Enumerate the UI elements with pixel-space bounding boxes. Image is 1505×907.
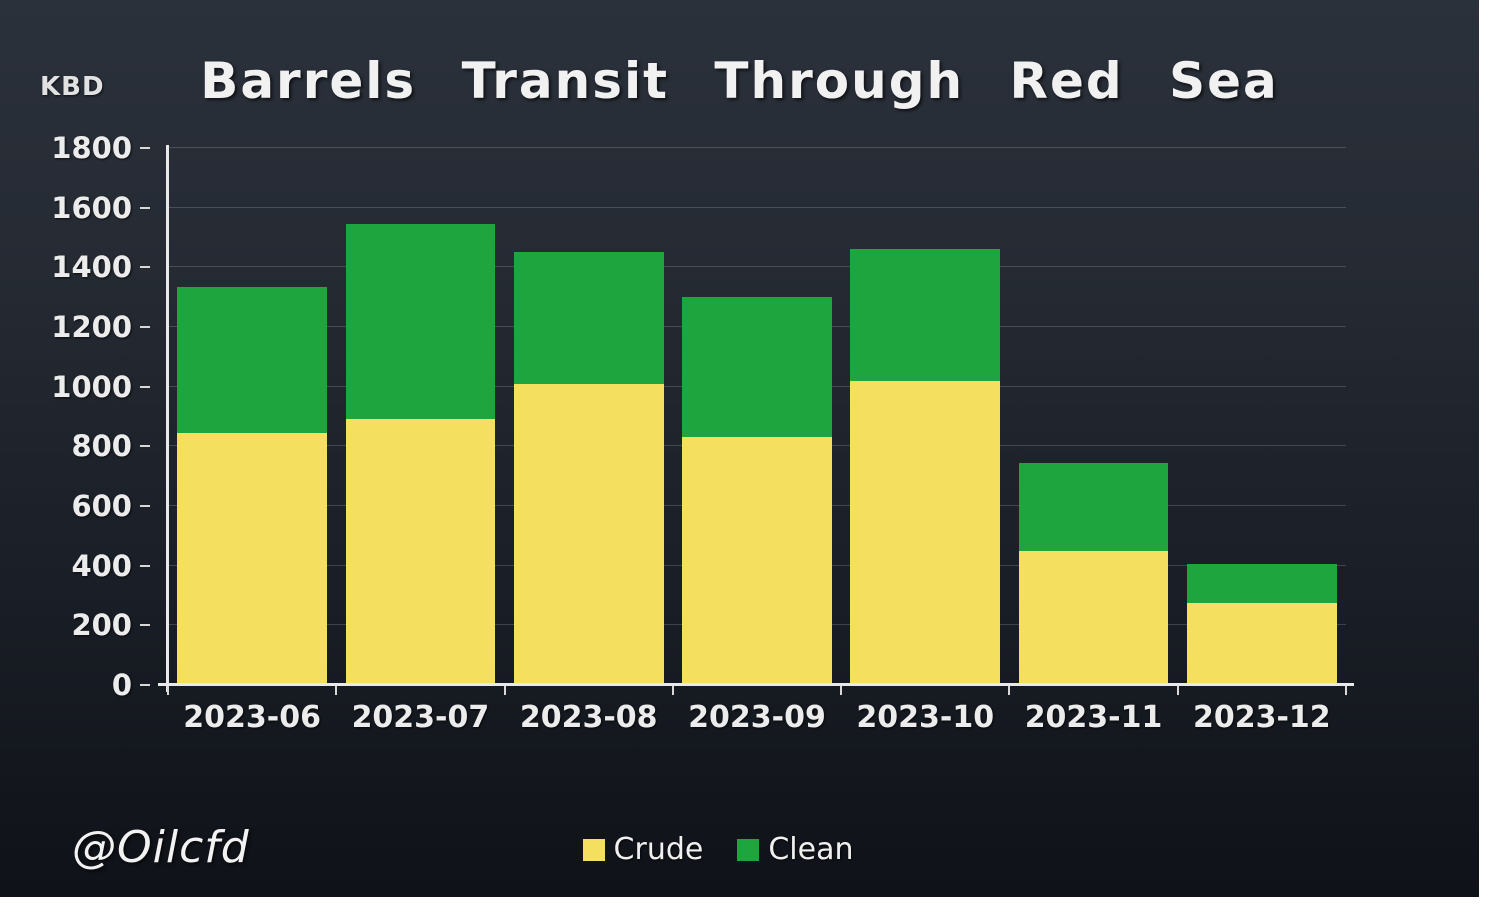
y-tick-label: 1000 <box>51 369 132 404</box>
x-tick-mark <box>503 686 506 695</box>
x-tick-mark <box>1345 686 1347 695</box>
bar-segment-clean <box>177 286 328 433</box>
bar-segment-clean <box>1018 462 1169 551</box>
bar-segment-clean <box>345 224 496 420</box>
y-tick-label: 1800 <box>51 131 132 165</box>
bar-stack <box>1018 462 1169 685</box>
x-tick-mark <box>167 686 169 695</box>
x-tick-mark <box>1008 686 1011 695</box>
bar-slot-2023-06 <box>168 148 336 685</box>
x-tick-label: 2023-06 <box>183 700 321 735</box>
bar-segment-clean <box>1186 564 1337 603</box>
bar-segment-clean <box>682 297 832 438</box>
x-axis-labels: 2023-06 2023-07 2023-08 2023-09 2023-10 2023-… <box>168 700 1346 735</box>
chart-canvas: KBD Barrels Transit Through Red Sea 0 200… <box>0 0 1479 897</box>
legend-swatch-clean <box>737 838 760 861</box>
y-tick-mark <box>140 266 150 269</box>
x-tick-label: 2023-08 <box>519 700 658 735</box>
bar-segment-crude <box>682 437 832 685</box>
bar-slot-2023-07 <box>336 148 504 685</box>
x-tick-label: 2023-07 <box>351 700 490 735</box>
y-tick-label: 1400 <box>51 250 132 285</box>
y-tick-label: 1600 <box>51 190 132 225</box>
gridline <box>168 206 1346 208</box>
legend-label: Crude <box>613 832 704 867</box>
plot-area <box>168 147 1346 685</box>
legend-swatch-crude <box>582 838 605 861</box>
y-axis-unit-label: KBD <box>40 72 105 102</box>
bar-stack <box>345 224 496 685</box>
y-tick-mark <box>140 326 150 329</box>
y-tick-mark <box>140 684 150 686</box>
legend-item-clean: Clean <box>737 832 853 867</box>
y-tick-mark <box>140 385 150 388</box>
bar-stack <box>850 249 1001 685</box>
bar-slot-2023-09 <box>673 148 841 685</box>
bar-segment-crude <box>345 419 496 685</box>
x-axis-ticks <box>167 686 1347 696</box>
bar-segment-crude <box>850 380 1001 685</box>
y-tick-label: 800 <box>71 429 132 464</box>
y-tick-label: 0 <box>111 668 132 702</box>
y-tick-label: 400 <box>71 548 132 583</box>
x-axis-line <box>158 683 1354 686</box>
legend-label: Clean <box>768 832 854 867</box>
x-tick-mark <box>335 686 338 695</box>
x-tick-label: 2023-11 <box>1024 700 1163 735</box>
bar-slot-2023-11 <box>1009 148 1177 685</box>
y-tick-label: 200 <box>71 608 132 643</box>
bar-slot-2023-10 <box>841 148 1009 685</box>
bar-stack <box>1186 564 1337 685</box>
y-axis-labels: 0 200 400 600 800 1000 1200 1400 1600 1800 <box>30 131 150 702</box>
y-tick-label: 1200 <box>51 310 132 344</box>
x-tick-mark <box>840 686 843 695</box>
gridline <box>168 266 1346 268</box>
bar-segment-clean <box>513 252 664 384</box>
bars-layer <box>168 148 1346 685</box>
y-tick-mark <box>140 624 150 627</box>
bar-stack <box>177 286 328 685</box>
y-axis-line <box>166 145 169 692</box>
bar-segment-clean <box>850 249 1001 381</box>
x-tick-label: 2023-12 <box>1192 700 1331 735</box>
chart-title: Barrels Transit Through Red Sea <box>200 52 1279 110</box>
x-tick-label: 2023-10 <box>856 700 995 735</box>
gridline <box>168 147 1346 148</box>
x-tick-mark <box>671 686 674 695</box>
y-tick-mark <box>140 445 150 448</box>
y-tick-mark <box>140 564 150 567</box>
bar-segment-crude <box>177 432 328 685</box>
y-tick-mark <box>140 206 150 209</box>
y-tick-mark <box>140 505 150 508</box>
y-tick-mark <box>140 147 150 149</box>
bar-stack <box>513 252 664 685</box>
bar-slot-2023-12 <box>1178 148 1346 685</box>
x-tick-mark <box>1176 686 1179 695</box>
bar-segment-crude <box>513 383 664 685</box>
legend-item-crude: Crude <box>582 832 704 867</box>
bar-slot-2023-08 <box>505 148 673 685</box>
chart-legend: Crude Clean <box>168 832 1268 867</box>
bar-segment-crude <box>1186 602 1337 685</box>
bar-segment-crude <box>1018 550 1169 685</box>
x-tick-label: 2023-09 <box>688 700 826 735</box>
watermark-handle: @Oilcfd <box>72 822 250 873</box>
y-tick-label: 600 <box>71 489 132 523</box>
bar-stack <box>682 297 832 685</box>
